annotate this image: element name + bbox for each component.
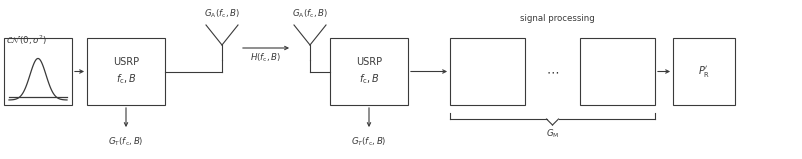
Bar (330, 38, 408, 105)
Text: USRP
$f_{\mathrm{c}}, B$: USRP $f_{\mathrm{c}}, B$ (356, 57, 382, 86)
Text: signal processing: signal processing (520, 14, 595, 23)
Text: $P^{\prime}_{\mathrm{R}}$: $P^{\prime}_{\mathrm{R}}$ (698, 64, 710, 79)
Text: $\cdots$: $\cdots$ (546, 65, 560, 78)
Text: $G_{\mathrm{T}}(f_{\mathrm{c}}, B)$: $G_{\mathrm{T}}(f_{\mathrm{c}}, B)$ (108, 136, 144, 149)
Bar (450, 38, 525, 105)
Text: $\mathcal{CN}(0, \sigma^2)$: $\mathcal{CN}(0, \sigma^2)$ (6, 34, 47, 47)
Text: USRP
$f_{\mathrm{c}}, B$: USRP $f_{\mathrm{c}}, B$ (113, 57, 139, 86)
Text: $G_{\mathrm{M}}$: $G_{\mathrm{M}}$ (546, 128, 559, 141)
Text: $G_{\mathrm{A}}(f_{\mathrm{c}}, B)$: $G_{\mathrm{A}}(f_{\mathrm{c}}, B)$ (204, 8, 240, 21)
Text: $G_{T}(f_{\mathrm{c}}, B)$: $G_{T}(f_{\mathrm{c}}, B)$ (351, 136, 387, 149)
Bar (4, 38, 72, 105)
Bar (87, 38, 165, 105)
Bar (673, 38, 735, 105)
Text: $G_{\mathrm{A}}(f_{\mathrm{c}}, B)$: $G_{\mathrm{A}}(f_{\mathrm{c}}, B)$ (292, 8, 328, 21)
Text: $H(f_{\mathrm{c}}, B)$: $H(f_{\mathrm{c}}, B)$ (250, 51, 282, 63)
Bar (580, 38, 655, 105)
